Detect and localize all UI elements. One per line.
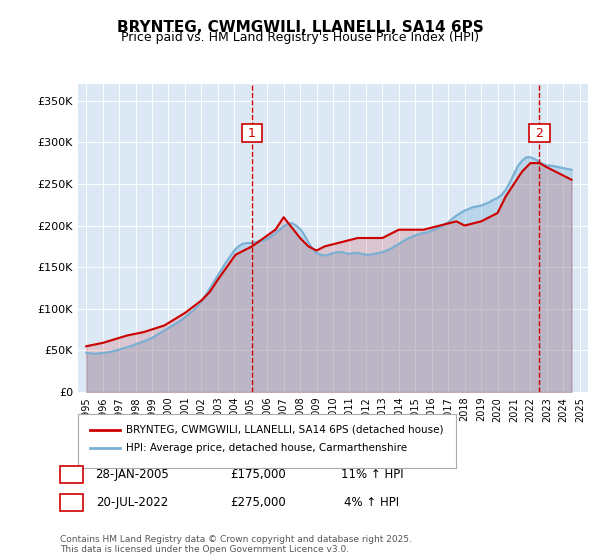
Text: 28-JAN-2005: 28-JAN-2005 <box>95 468 169 482</box>
Text: £175,000: £175,000 <box>230 468 286 482</box>
Text: 2: 2 <box>532 127 547 140</box>
Text: 2: 2 <box>67 496 76 510</box>
Text: 11% ↑ HPI: 11% ↑ HPI <box>341 468 403 482</box>
Text: BRYNTEG, CWMGWILI, LLANELLI, SA14 6PS (detached house): BRYNTEG, CWMGWILI, LLANELLI, SA14 6PS (d… <box>126 424 443 435</box>
Text: BRYNTEG, CWMGWILI, LLANELLI, SA14 6PS: BRYNTEG, CWMGWILI, LLANELLI, SA14 6PS <box>116 20 484 35</box>
Text: 20-JUL-2022: 20-JUL-2022 <box>96 496 168 510</box>
Text: Contains HM Land Registry data © Crown copyright and database right 2025.
This d: Contains HM Land Registry data © Crown c… <box>60 535 412 554</box>
Text: Price paid vs. HM Land Registry's House Price Index (HPI): Price paid vs. HM Land Registry's House … <box>121 31 479 44</box>
Text: 1: 1 <box>67 468 76 482</box>
Text: HPI: Average price, detached house, Carmarthenshire: HPI: Average price, detached house, Carm… <box>126 443 407 453</box>
Text: 4% ↑ HPI: 4% ↑ HPI <box>344 496 400 510</box>
Text: £275,000: £275,000 <box>230 496 286 510</box>
Text: 1: 1 <box>244 127 260 140</box>
